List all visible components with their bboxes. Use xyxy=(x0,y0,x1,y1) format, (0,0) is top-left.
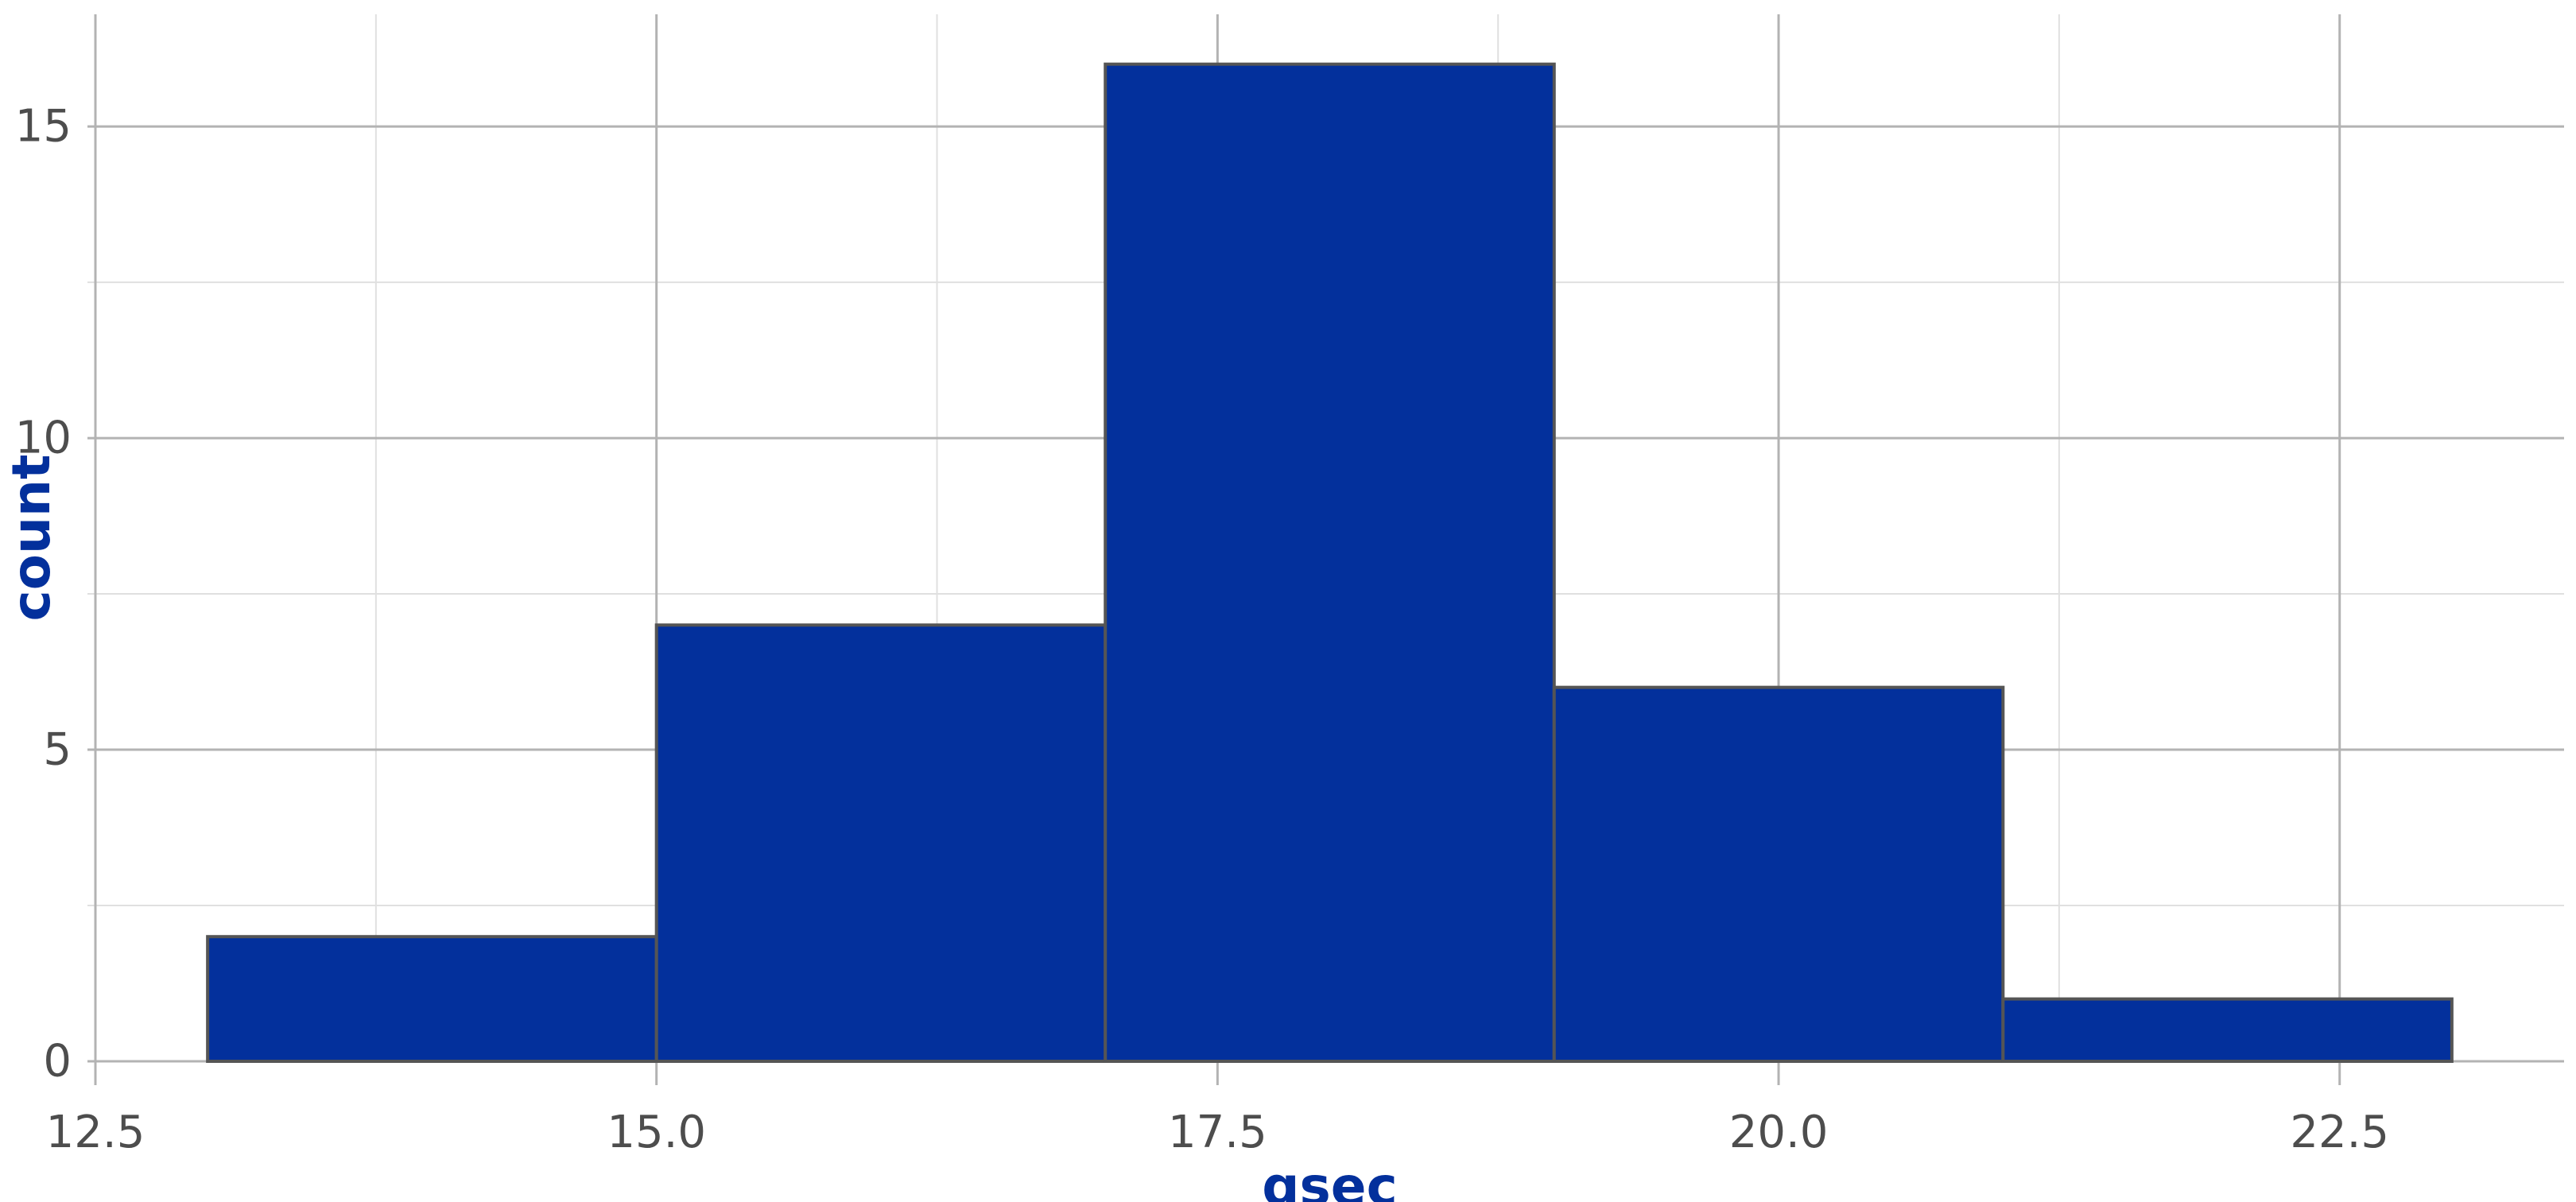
histogram-bar-2 xyxy=(654,623,1108,1063)
histogram-bar-5 xyxy=(2001,997,2454,1064)
x-tick-label: 22.5 xyxy=(2290,1107,2389,1158)
histogram-bar-3 xyxy=(1104,62,1556,1064)
histogram-bars xyxy=(206,62,2454,1064)
y-tick-label: 15 xyxy=(15,101,72,153)
y-axis-ticks: 0 5 10 15 xyxy=(15,101,72,1088)
y-axis-title: count xyxy=(1,455,62,622)
x-tick-label: 17.5 xyxy=(1168,1107,1267,1158)
histogram-bar-1 xyxy=(206,935,658,1063)
x-axis-ticks: 12.5 15.0 17.5 20.0 22.5 xyxy=(46,1107,2389,1158)
histogram-bar-4 xyxy=(1552,685,2005,1064)
x-axis-title: qsec xyxy=(1262,1156,1397,1202)
x-tick-label: 20.0 xyxy=(1729,1107,1829,1158)
y-tick-label: 5 xyxy=(43,724,72,776)
x-tick-label: 12.5 xyxy=(46,1107,145,1158)
x-tick-label: 15.0 xyxy=(607,1107,706,1158)
y-tick-label: 0 xyxy=(43,1036,72,1088)
y-tick-label: 10 xyxy=(15,413,72,464)
